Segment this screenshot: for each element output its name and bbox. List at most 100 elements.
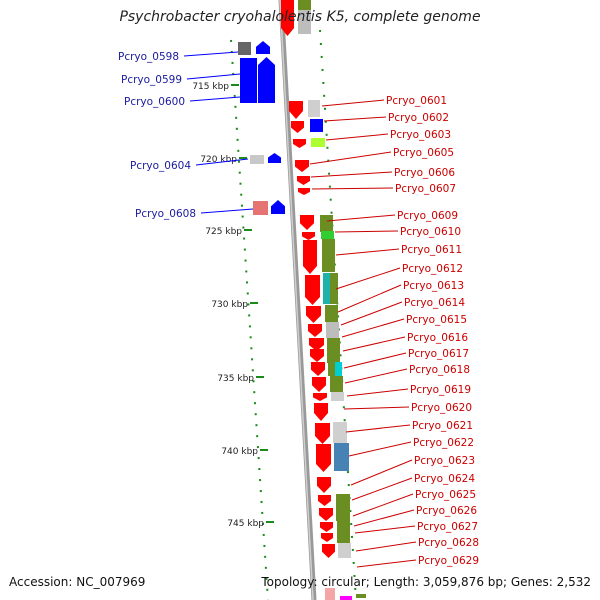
gene-label: Pcryo_0627 bbox=[417, 521, 478, 533]
gene-label: Pcryo_0626 bbox=[416, 505, 477, 517]
reverse-gene-box bbox=[238, 42, 251, 55]
reverse-gene-box bbox=[253, 201, 268, 215]
gene-label: Pcryo_0629 bbox=[418, 555, 479, 567]
forward-gene-arrow bbox=[321, 533, 333, 542]
forward-gene-arrow bbox=[300, 215, 314, 230]
cog-annotation-box bbox=[356, 594, 366, 598]
cog-annotation-box bbox=[298, 0, 311, 10]
cog-annotation-box bbox=[334, 443, 349, 471]
label-leader-line bbox=[341, 318, 405, 338]
forward-gene-arrow bbox=[298, 188, 310, 195]
forward-gene-arrow bbox=[318, 495, 331, 506]
label-leader-line bbox=[353, 509, 415, 527]
gene-label: Pcryo_0613 bbox=[403, 280, 464, 292]
label-leader-line bbox=[337, 284, 402, 313]
gene-label: Pcryo_0623 bbox=[414, 455, 475, 467]
forward-gene-arrow bbox=[310, 349, 324, 362]
reverse-gene-arrow bbox=[268, 153, 281, 163]
accession-label: Accession: NC_007969 bbox=[9, 575, 146, 589]
reverse-gene-arrow bbox=[271, 200, 285, 214]
map-title: Psychrobacter cryohalolentis K5, complet… bbox=[119, 9, 481, 25]
gene-label: Pcryo_0625 bbox=[415, 489, 476, 501]
forward-gene-arrow bbox=[319, 508, 333, 521]
label-leader-line bbox=[195, 158, 249, 166]
gene-label: Pcryo_0616 bbox=[407, 332, 468, 344]
label-leader-line bbox=[345, 424, 411, 433]
scale-track bbox=[230, 39, 269, 600]
cog-annotation-box bbox=[330, 376, 343, 392]
gene-label: Pcryo_0615 bbox=[406, 314, 467, 326]
gene-label: Pcryo_0618 bbox=[409, 364, 470, 376]
cog-annotation-box bbox=[338, 543, 351, 558]
gene-label: Pcryo_0601 bbox=[386, 95, 447, 107]
cog-annotation-box bbox=[326, 322, 339, 338]
cog-annotation-box bbox=[311, 138, 325, 147]
label-leader-line bbox=[200, 208, 254, 214]
forward-gene-arrow bbox=[302, 232, 315, 240]
reverse-gene-box bbox=[250, 155, 264, 164]
forward-gene-arrow bbox=[291, 121, 304, 133]
scale-label: 715 kbp bbox=[192, 82, 229, 92]
forward-gene-arrow bbox=[322, 544, 335, 558]
label-leader-line bbox=[355, 541, 417, 552]
gene-label: Pcryo_0614 bbox=[404, 297, 465, 309]
gene-label: Pcryo_0610 bbox=[400, 226, 461, 238]
gene-label: Pcryo_0602 bbox=[388, 112, 449, 124]
label-leader-line bbox=[326, 214, 396, 222]
reverse-gene-arrow bbox=[256, 41, 270, 54]
forward-gene-arrow bbox=[289, 101, 303, 119]
gene-label: Pcryo_0619 bbox=[410, 384, 471, 396]
gene-label: Pcryo_0599 bbox=[121, 74, 182, 86]
topology-label: Topology: circular; Length: 3,059,876 bp… bbox=[261, 575, 591, 589]
label-leader-line bbox=[323, 116, 387, 122]
scale-label: 745 kbp bbox=[227, 519, 264, 529]
scale-label: 725 kbp bbox=[205, 227, 242, 237]
cog-annotation-box bbox=[310, 119, 323, 132]
gene-label: Pcryo_0604 bbox=[130, 160, 191, 172]
cog-annotation-box bbox=[336, 494, 350, 521]
label-leader-line bbox=[352, 493, 414, 517]
label-leader-line bbox=[309, 151, 392, 165]
forward-gene-arrow bbox=[313, 393, 327, 401]
gene-label: Pcryo_0622 bbox=[413, 437, 474, 449]
label-leader-line bbox=[344, 368, 408, 384]
label-leader-line bbox=[334, 230, 399, 233]
forward-gene-arrow bbox=[303, 240, 317, 274]
forward-gene-arrow bbox=[306, 306, 321, 323]
cog-annotation-box bbox=[333, 422, 347, 443]
label-leader-line bbox=[350, 459, 413, 486]
forward-gene-arrow bbox=[295, 160, 309, 172]
gene-label: Pcryo_0620 bbox=[411, 402, 472, 414]
reverse-gene-box bbox=[240, 58, 257, 103]
scale-label: 740 kbp bbox=[221, 447, 258, 457]
gene-label: Pcryo_0608 bbox=[135, 208, 196, 220]
gene-label: Pcryo_0603 bbox=[390, 129, 451, 141]
label-leader-line bbox=[346, 388, 409, 397]
label-leader-line bbox=[351, 477, 413, 501]
gene-label: Pcryo_0606 bbox=[394, 167, 455, 179]
forward-gene-arrow bbox=[311, 362, 325, 376]
label-leader-line bbox=[321, 99, 385, 107]
label-leader-line bbox=[354, 525, 416, 534]
scale-label: 720 kbp bbox=[200, 155, 237, 165]
label-leader-line bbox=[310, 171, 393, 178]
label-leader-line bbox=[335, 248, 400, 256]
cog-annotation-box bbox=[327, 338, 340, 363]
genome-backbone-highlight bbox=[279, 0, 314, 600]
gene-label: Pcryo_0598 bbox=[118, 51, 179, 63]
label-leader-line bbox=[356, 559, 417, 568]
forward-gene-arrow bbox=[317, 477, 331, 493]
cog-annotation-box bbox=[325, 305, 338, 322]
forward-gene-arrow bbox=[309, 338, 324, 351]
reverse-gene-arrow bbox=[258, 57, 275, 103]
forward-gene-arrow bbox=[308, 324, 322, 337]
cog-annotation-box bbox=[308, 100, 320, 117]
forward-gene-arrow bbox=[281, 0, 294, 36]
forward-gene-arrow bbox=[312, 377, 326, 392]
gene-label: Pcryo_0617 bbox=[408, 348, 469, 360]
forward-gene-arrow bbox=[293, 139, 306, 148]
label-leader-line bbox=[311, 187, 394, 190]
cog-annotation-box bbox=[335, 362, 342, 376]
label-leader-line bbox=[343, 352, 407, 369]
